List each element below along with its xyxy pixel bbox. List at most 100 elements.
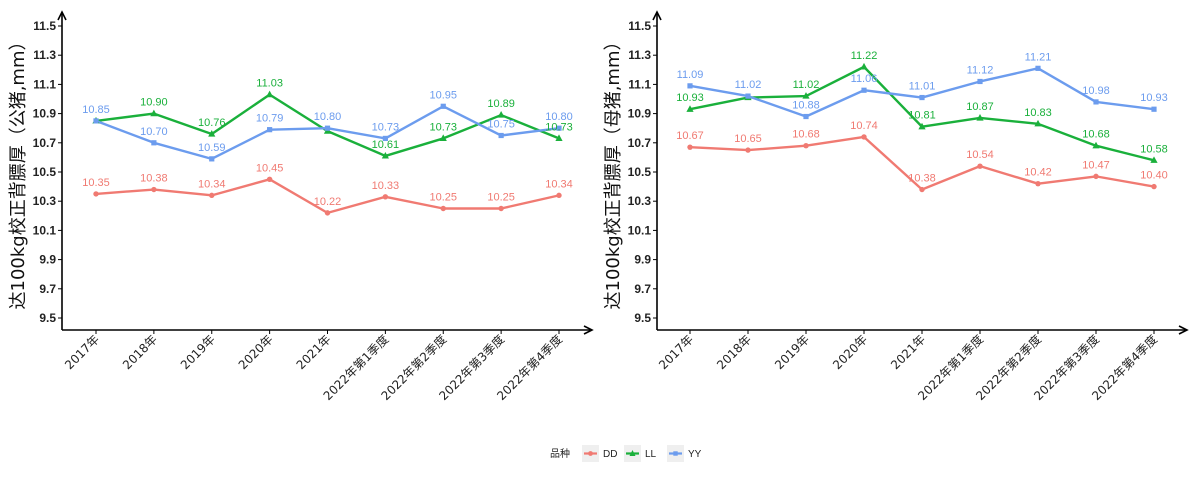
data-point (151, 186, 157, 193)
legend-label: DD (603, 449, 617, 460)
y-axis-title: 达100kg校正背膘厚（母猪,mm） (603, 33, 624, 310)
data-label: 10.93 (1140, 92, 1168, 104)
data-label: 11.02 (735, 79, 762, 91)
data-label: 10.68 (1082, 129, 1110, 141)
data-label: 10.34 (545, 178, 573, 190)
y-tick-label: 10.5 (33, 165, 57, 179)
data-label: 10.58 (1140, 143, 1168, 155)
data-point (151, 140, 157, 146)
y-tick-label: 10.3 (33, 194, 57, 208)
data-point (556, 192, 562, 199)
legend-title: 品种 (550, 447, 570, 460)
x-tick-label: 2018年 (120, 332, 160, 372)
x-tick-label: 2017年 (62, 332, 102, 372)
data-label: 10.25 (487, 192, 515, 204)
data-label: 10.83 (1024, 107, 1052, 119)
data-point (861, 134, 867, 140)
data-point (802, 92, 810, 99)
data-point (1093, 99, 1099, 105)
y-tick-label: 11.3 (628, 48, 651, 62)
data-label: 11.03 (256, 78, 283, 90)
data-label: 10.80 (545, 111, 573, 123)
y-tick-label: 11.1 (33, 77, 56, 91)
legend-item-yy: YY (667, 445, 702, 462)
data-label: 10.65 (734, 133, 762, 145)
data-point (208, 130, 216, 137)
data-point (977, 78, 983, 85)
x-tick-label: 2020年 (236, 332, 276, 372)
y-tick-label: 10.3 (628, 194, 652, 208)
y-tick-label: 10.7 (33, 136, 57, 150)
y-tick-label: 11.3 (33, 48, 56, 62)
data-point (556, 125, 562, 131)
data-label: 10.42 (1024, 167, 1052, 179)
x-tick-label: 2018年 (714, 332, 754, 372)
chart-panel-1: 9.5 9.7 9.9 10.1 10.3 10.5 10.7 10.9 11.1 11.3 11.… (8, 10, 594, 403)
data-label: 10.74 (850, 120, 878, 132)
data-label: 10.80 (314, 111, 342, 123)
data-label: 10.95 (429, 89, 457, 101)
data-point (918, 122, 926, 130)
data-point (209, 156, 215, 162)
y-tick-label: 10.7 (628, 136, 652, 150)
data-label: 10.54 (966, 149, 994, 161)
data-label: 10.38 (140, 173, 168, 185)
data-point (440, 205, 446, 212)
data-point (919, 94, 925, 101)
data-point (1093, 173, 1099, 180)
legend-key-triangle-icon (629, 450, 636, 456)
data-label: 10.73 (545, 121, 573, 133)
x-tick-label: 2021年 (294, 332, 334, 372)
data-label: 11.09 (677, 69, 704, 81)
data-point (555, 134, 563, 142)
data-label: 10.98 (1082, 85, 1110, 97)
y-tick-label: 10.9 (33, 107, 57, 121)
data-label: 11.12 (967, 64, 994, 76)
y-tick-label: 11.5 (628, 19, 651, 33)
data-label: 10.34 (198, 178, 226, 190)
x-tick-label: 2019年 (772, 332, 812, 372)
data-label: 10.35 (82, 177, 110, 189)
data-point (266, 90, 274, 98)
data-label: 10.88 (792, 100, 820, 112)
data-point (440, 103, 446, 109)
data-label: 10.70 (140, 126, 168, 138)
data-label: 10.38 (908, 173, 936, 185)
data-point (1150, 156, 1158, 163)
data-point (498, 132, 504, 139)
y-tick-label: 10.1 (628, 223, 652, 237)
data-point (1034, 119, 1042, 127)
data-label: 10.90 (140, 97, 168, 109)
x-tick-label: 2019年 (178, 332, 218, 372)
legend-item-ll: LL (624, 445, 657, 462)
data-label: 10.76 (198, 117, 226, 129)
data-point (687, 83, 693, 89)
data-point (381, 151, 389, 159)
data-label: 10.61 (372, 139, 400, 151)
data-point (324, 125, 331, 131)
data-point (1035, 180, 1041, 187)
data-label: 10.68 (792, 129, 820, 141)
data-label: 10.47 (1082, 159, 1110, 171)
data-point (382, 194, 389, 200)
y-tick-label: 10.5 (628, 165, 652, 179)
data-point (1151, 183, 1157, 190)
data-label: 10.25 (429, 192, 457, 204)
data-label: 10.45 (256, 162, 284, 174)
y-tick-label: 9.9 (634, 253, 651, 267)
data-point (919, 186, 925, 193)
data-label: 10.59 (198, 142, 226, 154)
data-label: 11.01 (909, 81, 936, 93)
data-point (267, 127, 273, 133)
data-point (860, 62, 868, 70)
data-point (687, 144, 693, 150)
data-point (266, 176, 273, 182)
data-point (1151, 106, 1157, 112)
legend: 品种 DD LL YY (550, 445, 702, 462)
y-tick-label: 9.7 (39, 282, 56, 296)
data-point (976, 113, 984, 121)
chart-panel-2: 9.5 9.7 9.9 10.1 10.3 10.5 10.7 10.9 11.1 11.3 11.… (603, 10, 1189, 403)
data-label: 10.22 (314, 196, 342, 208)
y-tick-label: 11.5 (33, 19, 56, 33)
